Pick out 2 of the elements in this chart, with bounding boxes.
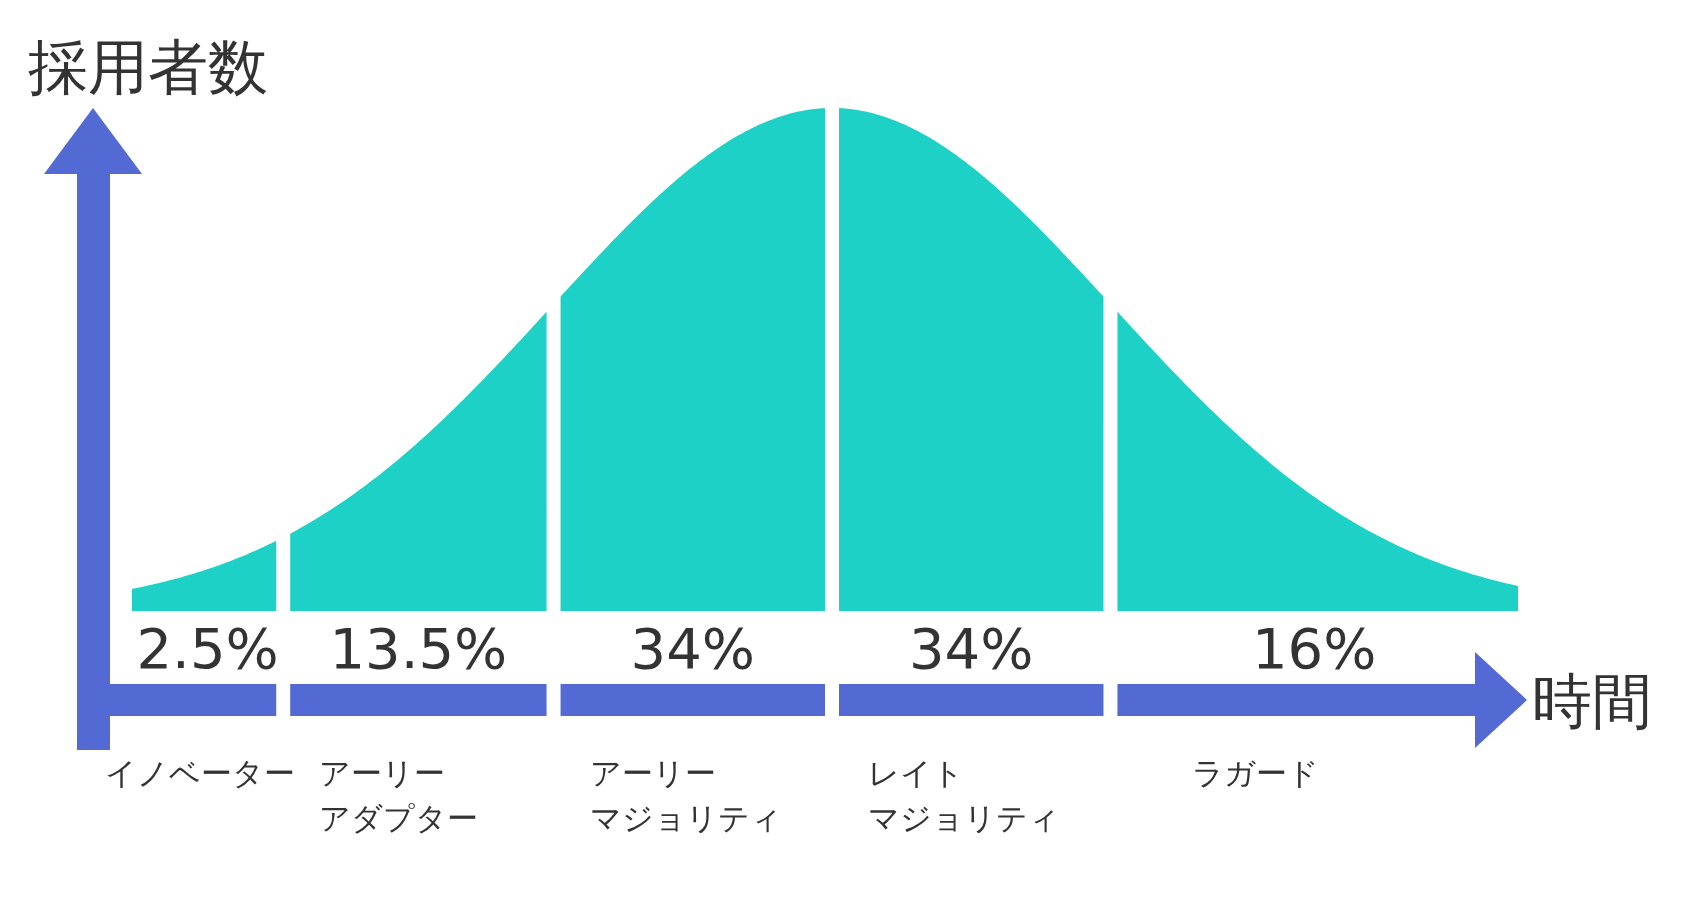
ylabel: 採用者数: [28, 32, 268, 102]
xlabel: 時間: [1532, 666, 1652, 736]
